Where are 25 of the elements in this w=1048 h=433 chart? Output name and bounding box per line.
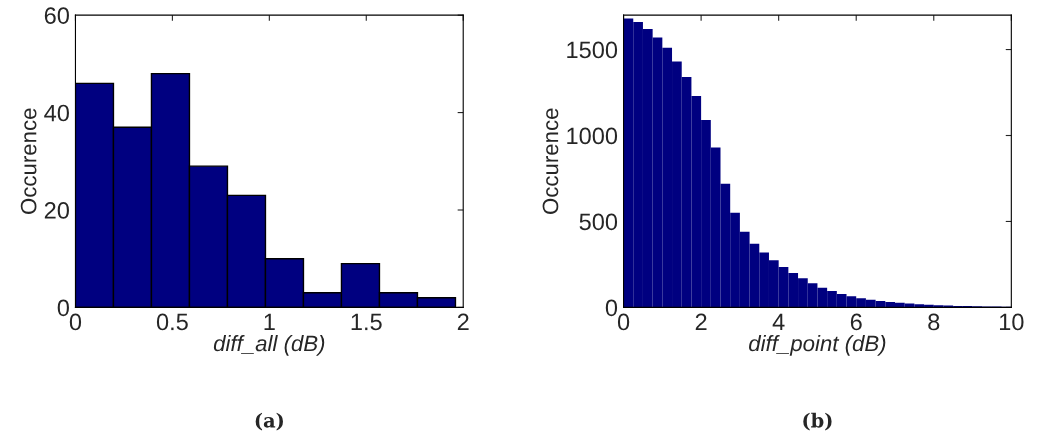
- x-tick-label: 1.5: [351, 313, 382, 331]
- y-axis-title: Occurence: [542, 108, 559, 214]
- y-tick-label: 0: [57, 299, 69, 317]
- x-tick-label: 4: [772, 313, 785, 331]
- y-tick-label: 20: [44, 202, 69, 219]
- y-tick-label: 1500: [567, 41, 618, 59]
- x-tick-label: 10: [999, 313, 1024, 331]
- x-tick-label: 0: [69, 313, 82, 331]
- x-tick-label: 2: [457, 313, 469, 331]
- y-tick-label: 500: [579, 213, 618, 231]
- y-axis-title: Occurence: [20, 108, 37, 214]
- x-axis-title: diff_all (dB): [213, 335, 325, 356]
- y-tick-label: 1000: [567, 127, 618, 145]
- y-tick-label: 60: [44, 7, 69, 24]
- y-tick-label: 40: [44, 104, 69, 122]
- x-tick-label: 8: [928, 313, 940, 331]
- x-tick-label: 0: [617, 313, 630, 331]
- x-tick-label: 2: [695, 313, 707, 331]
- x-tick-label: 1: [264, 313, 275, 331]
- text: (a): [255, 412, 283, 431]
- x-tick-label: 6: [850, 313, 862, 331]
- x-axis-title: diff_point (dB): [749, 335, 886, 356]
- y-tick-label: 0: [605, 299, 618, 317]
- x-tick-label: 0.5: [156, 313, 188, 331]
- text: (b): [803, 412, 832, 431]
